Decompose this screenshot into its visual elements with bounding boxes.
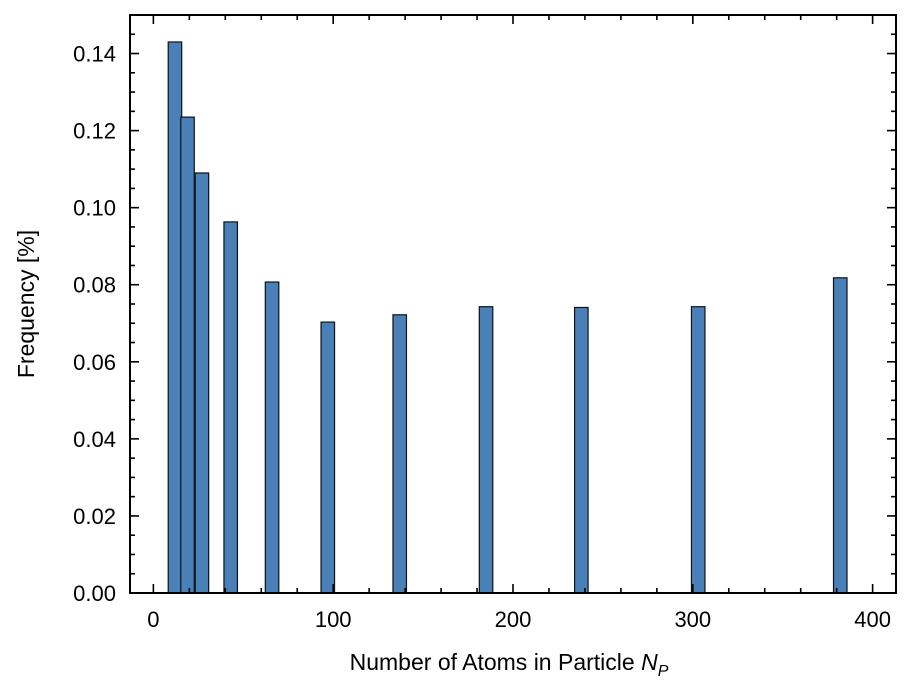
bar-43: [223, 221, 239, 594]
bar-185: [478, 306, 494, 594]
x-axis-label-subscript: P: [658, 663, 669, 680]
x-tick-label: 200: [495, 607, 532, 632]
bar-97: [320, 321, 336, 594]
y-tick-label: 0.06: [73, 350, 116, 375]
bar-12: [167, 41, 183, 594]
x-tick-label: 400: [854, 607, 891, 632]
bar-27: [194, 172, 210, 594]
x-tick-label: 300: [674, 607, 711, 632]
x-axis-label-variable: N: [641, 649, 658, 675]
y-tick-label: 0.04: [73, 427, 116, 452]
y-tick-label: 0.00: [73, 581, 116, 606]
y-tick-label: 0.14: [73, 42, 116, 67]
bars-layer: [167, 41, 848, 594]
y-tick-label: 0.08: [73, 273, 116, 298]
x-axis-label-text: Number of Atoms in Particle: [350, 649, 641, 675]
bar-66: [264, 281, 280, 594]
tick-labels-layer: 0 100 200 300 400 0.00 0.02 0.04 0.06 0.08 0.10 0.1…: [73, 42, 891, 632]
x-axis-label: Number of Atoms in Particle NP: [350, 649, 669, 680]
y-tick-label: 0.10: [73, 196, 116, 221]
bar-303: [690, 306, 706, 594]
ticks-layer: [130, 15, 896, 594]
bar-238: [573, 306, 589, 594]
x-tick-label: 100: [315, 607, 352, 632]
y-tick-label: 0.02: [73, 504, 116, 529]
x-tick-label: 0: [147, 607, 159, 632]
y-axis-label: Frequency [%]: [13, 230, 39, 378]
plot-frame: [129, 14, 897, 594]
bar-382: [832, 277, 848, 594]
bar-19: [180, 116, 195, 594]
y-tick-label: 0.12: [73, 119, 116, 144]
bar-137: [392, 314, 408, 594]
